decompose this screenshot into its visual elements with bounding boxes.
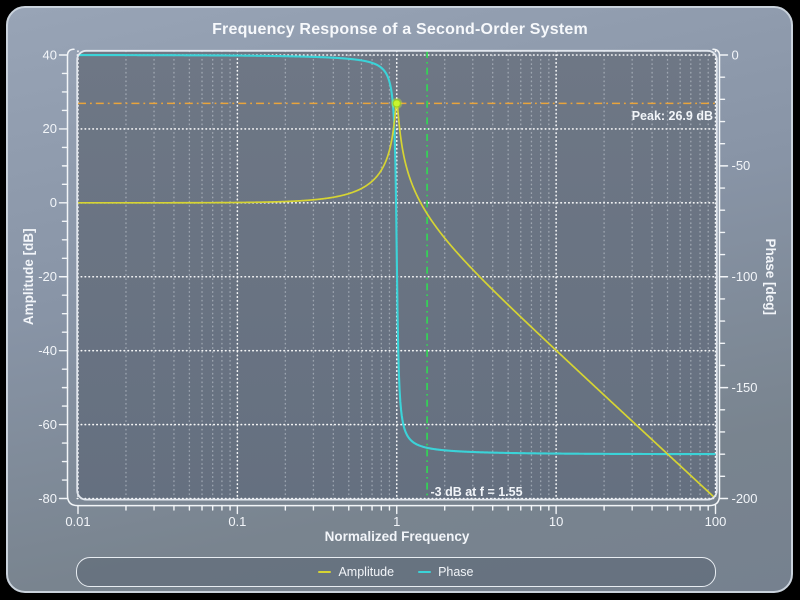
amp-tick-label: -40: [38, 343, 57, 358]
cutoff-annotation: -3 dB at f = 1.55: [431, 485, 523, 499]
phase-tick-label: -150: [732, 380, 758, 395]
phase-tick-label: -50: [732, 158, 751, 173]
axes: 40 20 0 -20 -40 -60 -80 0 -50 -100 -150 -200 0.01 0.1…: [38, 47, 757, 529]
x-axis-title: Normalized Frequency: [325, 529, 470, 544]
legend: Amplitude Phase: [76, 557, 716, 587]
phase-tick-label: -100: [732, 269, 758, 284]
phase-axis-title: Phase [deg]: [763, 239, 778, 316]
peak-marker: [391, 97, 403, 110]
amp-tick-label: 0: [50, 195, 57, 210]
plot-frame: [76, 49, 718, 501]
legend-item-phase: Phase: [418, 565, 474, 579]
peak-annotation: Peak: 26.9 dB: [632, 109, 713, 123]
chart-title: Frequency Response of a Second-Order Sys…: [212, 21, 588, 38]
phase-tick-label: -200: [732, 491, 758, 506]
amp-tick-label: -20: [38, 269, 57, 284]
amp-tick-label: -60: [38, 417, 57, 432]
axis-spine: [66, 48, 721, 507]
phase-tick-label: 0: [732, 47, 739, 62]
x-tick-label: 100: [705, 514, 727, 529]
amp-tick-label: 20: [43, 121, 57, 136]
amplitude-line-swatch: [318, 570, 332, 574]
x-tick-label: 1: [393, 514, 400, 529]
amp-tick-label: 40: [43, 47, 57, 62]
legend-label-phase: Phase: [438, 565, 474, 579]
x-tick-label: 0.01: [65, 514, 90, 529]
x-tick-label: 10: [549, 514, 563, 529]
legend-item-amplitude: Amplitude: [318, 565, 394, 579]
x-tick-label: 0.1: [228, 514, 246, 529]
amplitude-axis-title: Amplitude [dB]: [21, 228, 36, 325]
phase-line-swatch: [418, 570, 432, 574]
plot-frame-border: [76, 49, 718, 501]
legend-label-amplitude: Amplitude: [338, 565, 395, 579]
amp-tick-label: -80: [38, 491, 57, 506]
peak-marker-dot: [392, 99, 401, 108]
grid: [76, 50, 718, 501]
phase-curve: [77, 54, 716, 456]
